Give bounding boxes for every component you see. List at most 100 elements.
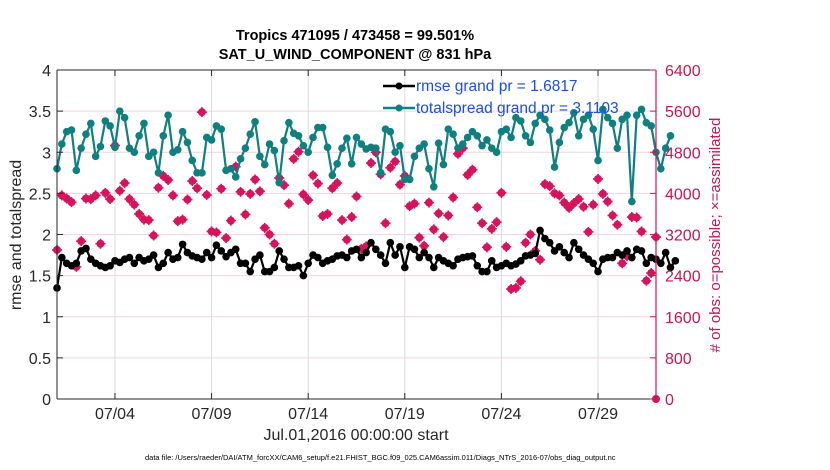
series-point-totalspread <box>154 169 163 177</box>
x-tick-label: 07/04 <box>95 406 135 423</box>
series-point-totalspread <box>236 155 245 163</box>
series-point-totalspread <box>352 133 361 142</box>
legend-totalspread-label: totalspread grand pr = 3.1103 <box>416 100 619 117</box>
y-tick-label-right: 5600 <box>665 104 701 121</box>
obs-cross <box>327 183 338 194</box>
series-point-rmse <box>661 248 670 257</box>
series-point-rmse <box>671 257 680 265</box>
obs-cross <box>365 158 376 169</box>
legend-totalspread-marker <box>395 104 403 112</box>
chart-title-line1: Tropics 471095 / 473458 = 99.501% <box>236 28 474 44</box>
obs-cross <box>597 188 608 199</box>
series-point-totalspread <box>425 164 433 173</box>
series-point-rmse <box>202 248 211 257</box>
series-point-totalspread <box>309 133 317 142</box>
series-point-rmse <box>130 259 139 268</box>
series-point-rmse <box>487 257 496 265</box>
series-point-totalspread <box>434 139 443 148</box>
x-tick-label: 07/29 <box>578 406 618 423</box>
obs-cross <box>607 210 618 221</box>
obs-cross <box>462 169 473 180</box>
obs-cross <box>433 208 444 219</box>
series-point-rmse <box>241 259 250 268</box>
obs-cross <box>259 222 270 233</box>
obs-cross <box>496 187 507 198</box>
series-point-rmse <box>396 243 404 251</box>
series-point-totalspread <box>647 122 655 130</box>
series-point-totalspread <box>299 141 308 150</box>
obs-cross <box>394 179 405 190</box>
obs-cross <box>322 208 333 219</box>
obs-cross <box>288 153 299 164</box>
series-point-totalspread <box>502 125 511 134</box>
obs-cross <box>428 224 439 235</box>
series-point-totalspread <box>251 118 259 126</box>
x-tick-label: 07/24 <box>481 406 521 423</box>
series-point-totalspread <box>396 141 404 150</box>
y-tick-label-left: 0.5 <box>29 351 51 368</box>
obs-cross <box>240 209 251 220</box>
series-point-rmse <box>565 253 573 262</box>
series-point-totalspread <box>318 123 327 132</box>
axes: 0 0.5 1 1.5 2 2.5 3 3.5 4 0 800 1600 2400 3200 4000 480… <box>29 63 701 423</box>
obs-cross <box>182 194 193 205</box>
series-point-rmse <box>357 253 366 262</box>
y-tick-label-left: 4 <box>42 63 51 80</box>
series-point-totalspread <box>333 159 341 168</box>
series-point-totalspread <box>458 140 467 148</box>
series-layer <box>52 105 680 403</box>
obs-cross <box>501 241 512 252</box>
obs-cross <box>129 199 140 210</box>
obs-cross <box>134 208 145 219</box>
series-point-totalspread <box>338 144 346 152</box>
series-point-rmse <box>106 261 114 270</box>
obs-cross <box>385 162 396 173</box>
y-axis-label-left: rmse and totalspread <box>8 160 25 310</box>
series-point-totalspread <box>420 140 428 148</box>
series-point-totalspread <box>343 134 351 143</box>
series-point-rmse <box>212 241 221 249</box>
series-point-totalspread <box>531 119 540 128</box>
y-tick-label-right: 1600 <box>665 310 701 327</box>
obs-cross <box>414 232 425 243</box>
obs-cross <box>332 178 343 189</box>
series-point-totalspread <box>178 127 187 136</box>
series-point-rmse <box>125 253 134 262</box>
series-point-totalspread <box>545 126 554 134</box>
series-point-rmse <box>425 253 433 262</box>
series-point-totalspread <box>217 125 226 134</box>
obs-cross <box>95 238 106 249</box>
series-point-rmse <box>666 263 675 272</box>
obs-cross <box>167 190 178 201</box>
series-point-totalspread <box>376 169 385 177</box>
series-point-rmse <box>270 263 279 272</box>
obs-cross <box>264 229 275 240</box>
series-point-totalspread <box>246 130 255 138</box>
obs-cross <box>409 198 420 209</box>
series-point-rmse <box>159 259 168 268</box>
obs-cross <box>593 173 604 184</box>
obs-cross <box>631 212 642 223</box>
obs-cross <box>641 275 652 286</box>
series-point-totalspread <box>613 144 622 152</box>
obs-cross <box>192 183 203 194</box>
obs-cross <box>143 215 154 226</box>
series-point-totalspread <box>72 166 81 175</box>
series-point-rmse <box>246 267 255 276</box>
obs-cross <box>124 194 135 205</box>
series-point-rmse <box>381 259 390 268</box>
series-point-rmse <box>555 243 564 251</box>
obs-cross <box>177 214 188 225</box>
obs-cross <box>520 237 531 248</box>
y-tick-label-left: 0 <box>42 392 51 409</box>
y-tick-label-right: 0 <box>665 392 674 409</box>
y-tick-label-right: 800 <box>665 351 692 368</box>
series-point-totalspread <box>82 130 90 138</box>
series-point-totalspread <box>164 111 172 120</box>
series-point-rmse <box>516 257 525 265</box>
series-point-rmse <box>275 247 284 255</box>
obs-cross <box>308 170 319 181</box>
obs-cross <box>467 164 478 175</box>
obs-cross <box>559 197 570 208</box>
y-tick-label-right: 4000 <box>665 186 701 203</box>
